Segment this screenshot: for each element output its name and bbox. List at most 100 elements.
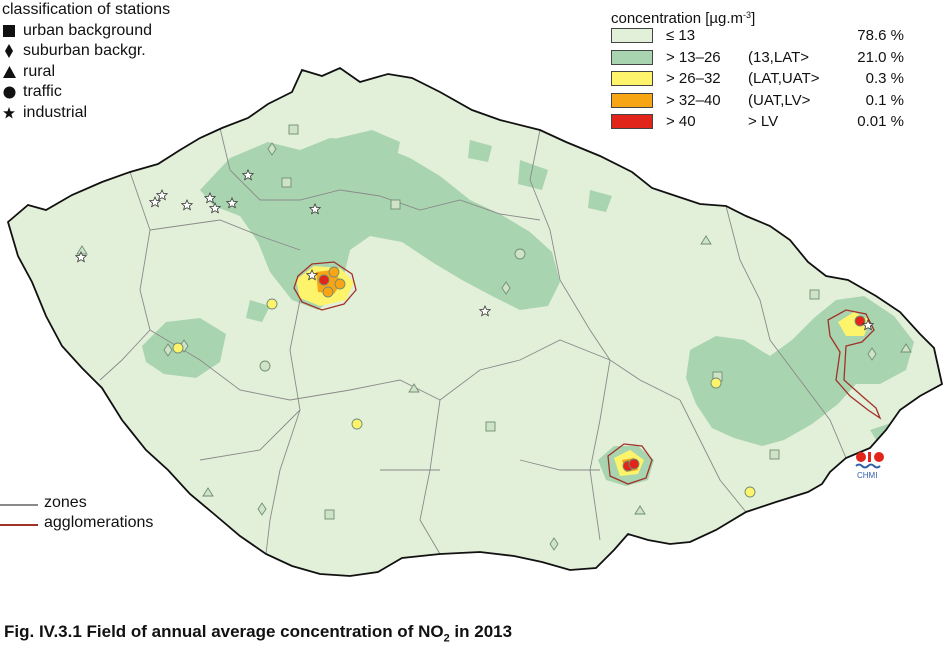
stations-legend-item: urban background <box>2 21 170 42</box>
concentration-legend: concentration [µg.m-3] ≤ 13 78.6 % > 13–… <box>611 5 904 133</box>
station-industrial <box>203 192 217 204</box>
class-label: > 26–32 <box>666 70 721 87</box>
logo-text: CHMI <box>857 471 878 480</box>
station-traffic <box>259 360 271 372</box>
concentration-class: > 13–26 (13,LAT> 21.0 % <box>611 47 904 69</box>
stations-legend-label: traffic <box>23 83 62 100</box>
station-suburban <box>867 347 877 361</box>
line-legend-label: agglomerations <box>44 514 154 531</box>
station-traffic <box>514 248 526 260</box>
class-percent: 78.6 % <box>857 27 904 44</box>
station-rural <box>700 235 712 245</box>
stations-legend-label: rural <box>23 62 56 80</box>
station-urban-background <box>769 449 780 460</box>
square-icon <box>2 24 16 38</box>
station-urban-background <box>390 199 401 210</box>
station-industrial <box>148 196 162 208</box>
stations-legend-label: suburban backgr. <box>23 42 146 59</box>
station-traffic <box>318 274 330 286</box>
station-industrial-markers <box>74 169 875 331</box>
line-legend-label: zones <box>44 494 87 511</box>
stations-legend-title: classification of stations <box>2 1 171 18</box>
agglomerations-line-sample <box>0 524 38 526</box>
concentration-class: > 32–40 (UAT,LV> 0.1 % <box>611 90 904 112</box>
class-percent: 21.0 % <box>857 48 904 66</box>
zone-boundaries <box>99 127 847 555</box>
station-urban-background <box>485 421 496 432</box>
station-suburban <box>501 281 511 295</box>
stations-legend-item: traffic <box>2 82 170 103</box>
station-industrial <box>478 305 492 317</box>
class-percent: 0.01 % <box>857 113 904 130</box>
class-percent: 0.1 % <box>865 91 904 109</box>
figure-caption: Fig. IV.3.1 Field of annual average conc… <box>4 622 513 645</box>
station-traffic <box>334 278 346 290</box>
station-rural <box>202 487 214 497</box>
class-percent: 0.3 % <box>865 70 904 87</box>
class-label: > 40 <box>666 113 696 130</box>
color-swatch <box>611 71 653 86</box>
diamond-icon <box>2 44 16 59</box>
class-label: ≤ 13 <box>666 27 696 44</box>
station-traffic <box>266 298 278 310</box>
station-suburban <box>267 142 277 156</box>
concentration-class: > 26–32 (LAT,UAT> 0.3 % <box>611 68 904 90</box>
station-suburban <box>549 537 559 551</box>
color-swatch <box>611 114 653 129</box>
station-industrial <box>208 202 222 214</box>
color-swatch <box>611 49 653 65</box>
class-range: (UAT,LV> <box>748 91 811 109</box>
station-industrial <box>225 197 239 209</box>
country-border <box>6 66 944 577</box>
class-range: > LV <box>748 113 779 130</box>
station-rural <box>634 505 646 515</box>
station-traffic <box>744 486 756 498</box>
station-traffic <box>628 458 640 470</box>
zones-line-sample <box>0 504 38 506</box>
station-urban-background <box>281 177 292 188</box>
class-label: > 32–40 <box>666 91 721 109</box>
stations-legend-label: urban background <box>23 21 152 39</box>
station-industrial <box>155 189 169 201</box>
chmi-logo-icon <box>855 452 884 469</box>
station-rural <box>408 383 420 393</box>
station-industrial <box>180 199 194 211</box>
stations-legend: classification of stations urban backgro… <box>2 0 170 123</box>
agglomeration-boundaries <box>293 261 882 485</box>
concentration-class: ≤ 13 78.6 % <box>611 25 904 47</box>
station-traffic <box>172 342 184 354</box>
station-industrial <box>861 319 875 331</box>
station-rural <box>900 343 912 353</box>
circle-icon <box>2 85 16 99</box>
concentration-class: > 40 > LV 0.01 % <box>611 111 904 133</box>
triangle-icon <box>2 65 16 79</box>
station-suburban <box>163 343 173 357</box>
agglomeration-brno <box>607 443 653 485</box>
station-industrial <box>305 269 319 281</box>
class-label: > 13–26 <box>666 48 721 66</box>
station-suburban <box>257 502 267 516</box>
station-urban-background <box>324 509 335 520</box>
agglomeration-prague <box>293 261 357 311</box>
station-traffic <box>710 377 722 389</box>
color-swatch <box>611 92 653 108</box>
concentration-legend-title: concentration [µg.m-3] <box>611 10 756 27</box>
station-traffic <box>322 286 334 298</box>
star-icon <box>2 106 16 120</box>
station-urban-background <box>288 124 299 135</box>
agglomeration-ostrava <box>827 309 882 420</box>
class-range: (LAT,UAT> <box>748 70 820 87</box>
class-range: (13,LAT> <box>748 48 810 66</box>
station-traffic <box>351 418 363 430</box>
stations-legend-label: industrial <box>23 103 88 121</box>
stations-legend-item: suburban backgr. <box>2 41 170 62</box>
stations-legend-item: rural <box>2 62 170 83</box>
color-swatch <box>611 28 653 43</box>
stations-legend-item: industrial <box>2 103 170 124</box>
zone-13-26-elbe <box>330 130 400 164</box>
station-industrial <box>308 203 322 215</box>
station-traffic <box>328 266 340 278</box>
station-industrial <box>74 251 88 263</box>
station-industrial <box>241 169 255 181</box>
